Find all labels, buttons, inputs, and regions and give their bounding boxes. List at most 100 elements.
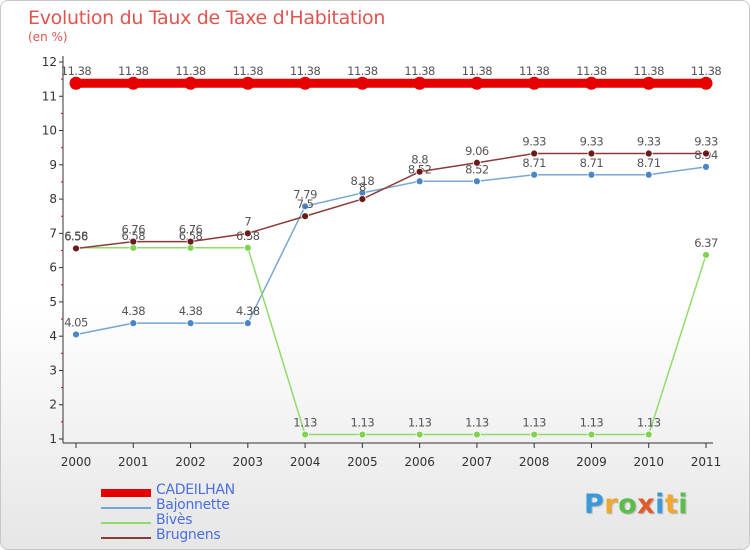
cadeilhan-data-label: 11.38 [576, 64, 607, 78]
bajonnette-data-label: 4.38 [179, 304, 203, 318]
cadeilhan-data-label: 11.38 [404, 64, 435, 78]
bajonnette-point [644, 170, 653, 179]
biv-s-point [473, 430, 481, 439]
bajonnette-data-label: 8.71 [522, 156, 546, 170]
chart-title: Evolution du Taux de Taxe d'Habitation [28, 7, 386, 29]
brugnens-point [129, 237, 138, 246]
y-tick-label: 7 [49, 226, 57, 240]
brugnens-point [473, 158, 481, 167]
biv-s-data-label: 1.13 [351, 416, 375, 430]
brugnens-point [243, 229, 252, 238]
y-tick-label: 5 [49, 295, 57, 309]
legend-label: Bajonnette [156, 497, 230, 513]
bajonnette-point [702, 162, 710, 171]
x-tick-label: 2003 [233, 455, 264, 469]
brugnens-data-label: 7.5 [297, 197, 314, 211]
bajonnette-point [186, 319, 195, 328]
bajonnette-data-label: 7.79 [293, 187, 317, 201]
biv-s-point [243, 243, 252, 252]
legend-label: Bivès [156, 512, 193, 528]
cadeilhan-data-label: 11.38 [290, 64, 321, 78]
cadeilhan-point [470, 76, 484, 90]
biv-s-data-label: 1.13 [522, 416, 546, 430]
logo-letter: i [678, 489, 689, 520]
cadeilhan-point [413, 76, 427, 90]
cadeilhan-point [126, 76, 140, 90]
y-tick-label: 4 [49, 329, 57, 343]
logo-letter: o [618, 489, 638, 520]
y-tick-label: 6 [49, 261, 57, 275]
bajonnette-point [587, 170, 596, 179]
cadeilhan-point [355, 76, 369, 90]
biv-s-data-label: 1.13 [408, 416, 432, 430]
cadeilhan-point [584, 76, 598, 90]
cadeilhan-point [527, 76, 541, 90]
x-tick-label: 2009 [576, 455, 607, 469]
bajonnette-line [75, 166, 707, 336]
proxiti-logo: Proxiti [584, 489, 688, 520]
bajonnette-point [301, 202, 309, 211]
brugnens-data-label: 8 [359, 180, 366, 194]
biv-s-data-label: 1.13 [637, 416, 661, 430]
cadeilhan-data-label: 11.38 [519, 64, 550, 78]
brugnens-point [358, 195, 367, 203]
biv-s-data-label: 6.58 [64, 229, 88, 243]
legend-swatch [101, 489, 151, 497]
biv-s-point [644, 430, 653, 439]
biv-s-data-label: 6.37 [694, 236, 718, 250]
x-tick-label: 2010 [633, 455, 664, 469]
biv-s-data-label: 1.13 [465, 416, 489, 430]
brugnens-data-label: 9.33 [522, 135, 546, 149]
biv-s-data-label: 1.13 [293, 416, 317, 430]
brugnens-point [530, 149, 539, 158]
logo-letter: i [655, 489, 665, 520]
brugnens-point [72, 244, 80, 253]
y-tick-label: 2 [49, 398, 57, 412]
biv-s-line [76, 247, 707, 436]
bajonnette-data-label: 8.71 [637, 156, 661, 170]
bajonnette-data-label: 4.38 [121, 304, 145, 318]
x-tick-label: 2000 [61, 455, 92, 469]
biv-s-point [415, 430, 424, 439]
biv-s-data-label: 1.13 [580, 416, 604, 430]
biv-s-data-label: 6.58 [179, 229, 203, 243]
brugnens-data-label: 9.33 [694, 135, 718, 149]
bajonnette-point [473, 177, 481, 186]
brugnens-point [415, 167, 424, 176]
x-tick-label: 2004 [290, 455, 321, 469]
y-tick-label: 3 [49, 363, 57, 377]
logo-letter: t [664, 489, 679, 520]
cadeilhan-point [241, 76, 255, 90]
biv-s-data-label: 6.58 [121, 229, 145, 243]
brugnens-data-label: 9.33 [637, 135, 661, 149]
cadeilhan-data-label: 11.38 [175, 64, 206, 78]
brugnens-data-label: 9.33 [580, 135, 604, 149]
brugnens-data-label: 9.06 [465, 144, 489, 158]
cadeilhan-point [184, 76, 198, 90]
brugnens-point [301, 212, 309, 221]
y-tick-label: 12 [42, 55, 57, 69]
cadeilhan-point [699, 76, 713, 90]
cadeilhan-point [298, 76, 312, 90]
legend-swatch [101, 522, 151, 524]
biv-s-point [301, 430, 309, 439]
brugnens-point [702, 149, 710, 158]
cadeilhan-data-label: 11.38 [634, 64, 665, 78]
biv-s-point [702, 251, 710, 259]
x-tick-label: 2002 [175, 455, 206, 469]
biv-s-point [587, 430, 596, 439]
logo-letter: P [584, 489, 605, 520]
brugnens-data-label: 6.76 [121, 223, 145, 237]
y-tick-label: 1 [49, 432, 57, 446]
y-tick-label: 9 [49, 158, 57, 172]
brugnens-data-label: 7 [244, 214, 251, 228]
legend-swatch [101, 537, 151, 539]
brugnens-data-label: 6.56 [64, 229, 88, 243]
y-tick-label: 11 [42, 89, 57, 103]
biv-s-point [530, 430, 539, 439]
brugnens-data-label: 6.76 [179, 223, 203, 237]
bajonnette-point [243, 319, 252, 328]
chart-subtitle: (en %) [28, 30, 68, 44]
